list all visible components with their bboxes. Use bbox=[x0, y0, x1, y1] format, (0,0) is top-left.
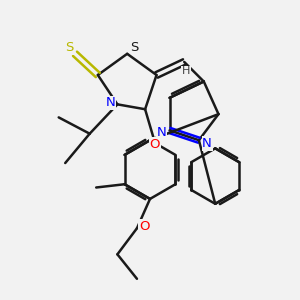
Text: S: S bbox=[65, 41, 73, 54]
Text: O: O bbox=[150, 138, 160, 151]
Text: N: N bbox=[105, 96, 115, 109]
Text: N: N bbox=[157, 126, 166, 139]
Text: N: N bbox=[202, 137, 212, 150]
Text: O: O bbox=[139, 220, 149, 233]
Text: H: H bbox=[182, 66, 190, 76]
Text: S: S bbox=[130, 41, 139, 54]
